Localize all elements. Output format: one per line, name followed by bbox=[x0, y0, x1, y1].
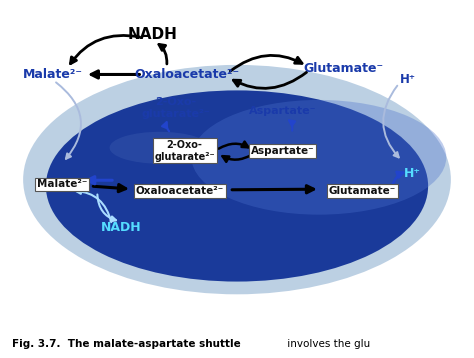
Ellipse shape bbox=[109, 132, 210, 164]
Text: 2-Oxo-
glutarate²⁻: 2-Oxo- glutarate²⁻ bbox=[155, 140, 215, 162]
Text: involves the glu: involves the glu bbox=[284, 339, 371, 349]
Text: Glutamate⁻: Glutamate⁻ bbox=[328, 186, 396, 196]
Text: Malate²⁻: Malate²⁻ bbox=[23, 68, 82, 81]
Text: Oxaloacetate²⁻: Oxaloacetate²⁻ bbox=[136, 186, 224, 196]
Ellipse shape bbox=[191, 100, 447, 215]
Text: NADH: NADH bbox=[128, 27, 178, 42]
Text: NADH: NADH bbox=[100, 221, 141, 234]
Text: Fig. 3.7.  The malate-aspartate shuttle: Fig. 3.7. The malate-aspartate shuttle bbox=[12, 339, 241, 349]
Text: H⁺: H⁺ bbox=[404, 167, 421, 180]
Text: Malate²⁻: Malate²⁻ bbox=[36, 179, 87, 189]
Text: Aspartate⁻: Aspartate⁻ bbox=[251, 146, 314, 156]
Text: 2-Oxo-
glutarate²⁻: 2-Oxo- glutarate²⁻ bbox=[141, 97, 210, 119]
Ellipse shape bbox=[46, 90, 428, 281]
Text: H⁺: H⁺ bbox=[400, 73, 416, 86]
Text: Oxaloacetate²⁻: Oxaloacetate²⁻ bbox=[135, 68, 239, 81]
Ellipse shape bbox=[23, 65, 451, 294]
Text: Glutamate⁻: Glutamate⁻ bbox=[304, 62, 384, 74]
Text: Aspartate⁻: Aspartate⁻ bbox=[249, 106, 316, 116]
